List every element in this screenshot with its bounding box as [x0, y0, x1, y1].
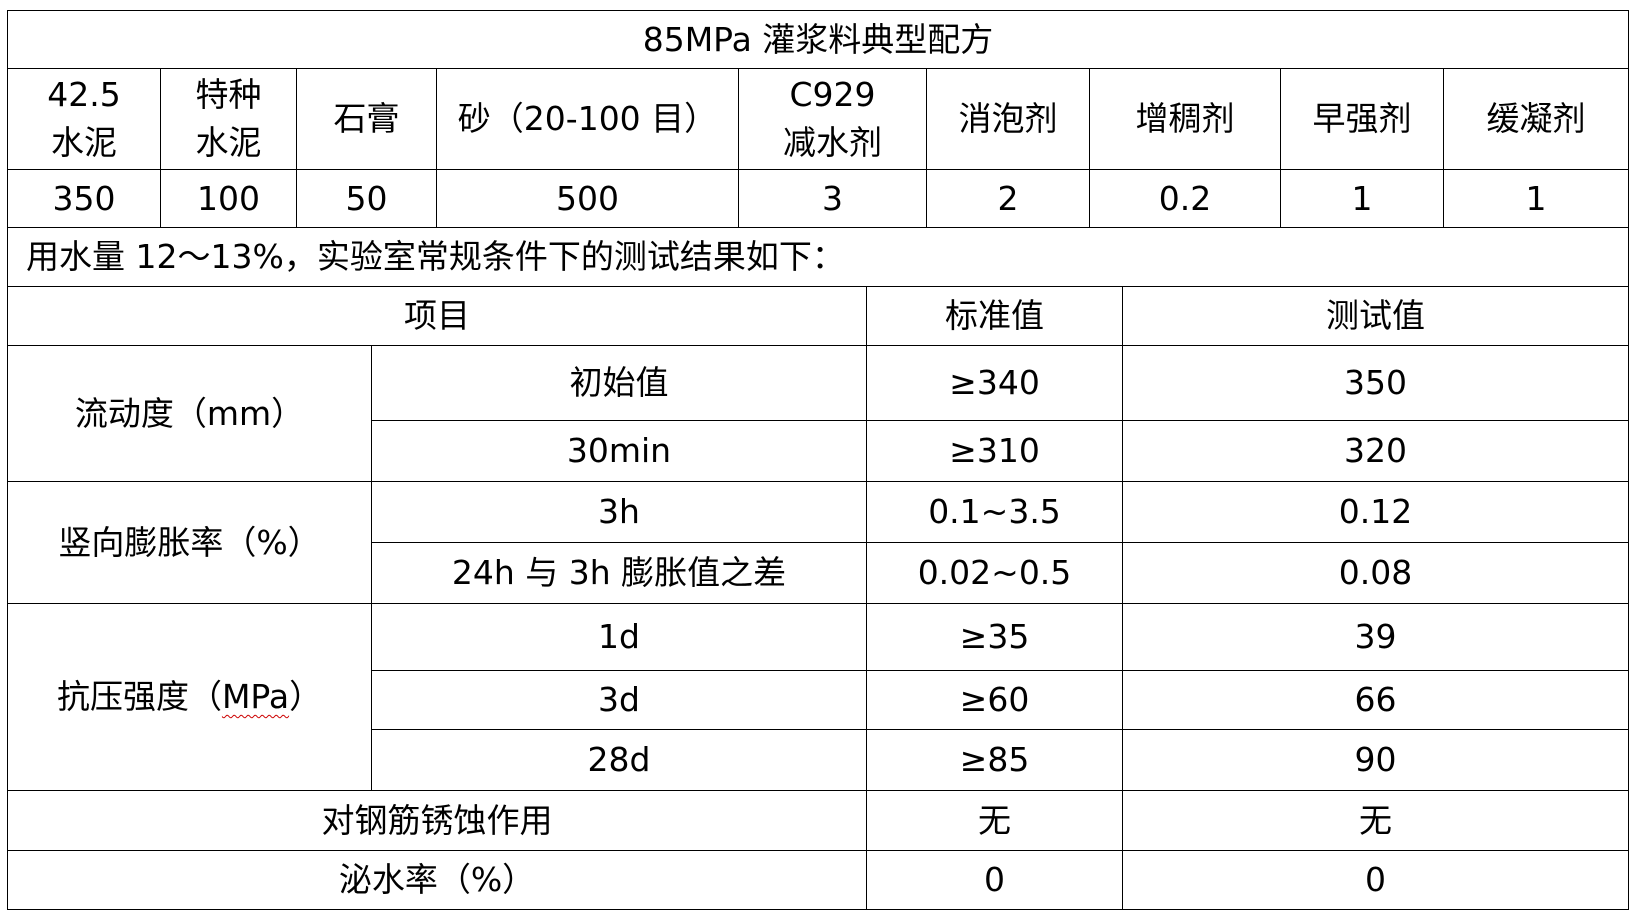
- group-label-unit: MPa: [221, 677, 290, 717]
- standard-cell: ≥340: [866, 345, 1123, 421]
- header-test: 测试值: [1122, 286, 1629, 346]
- test-cell: 66: [1122, 670, 1629, 730]
- group-label-suffix: ）: [289, 677, 323, 717]
- test-cell: 320: [1122, 420, 1629, 482]
- table-row: 竖向膨胀率（%） 3h 0.1~3.5 0.12: [7, 481, 1629, 604]
- item-cell: 初始值: [371, 345, 867, 421]
- header-standard: 标准值: [866, 286, 1123, 346]
- value-cell: 50: [296, 169, 437, 228]
- item-cell: 3d: [371, 670, 867, 730]
- group-label: 流动度（mm）: [7, 345, 372, 482]
- test-cell: 0.08: [1122, 542, 1629, 604]
- item-cell: 3h: [371, 481, 867, 543]
- test-cell: 39: [1122, 603, 1629, 671]
- group-label-prefix: 抗压强度（: [56, 677, 222, 717]
- value-cell: 500: [436, 169, 739, 228]
- header-cell: 特种 水泥: [160, 68, 297, 170]
- formula-table: 85MPa 灌浆料典型配方 42.5 水泥 特种 水泥 石膏 砂（20-100 …: [6, 10, 1630, 287]
- standard-cell: ≥310: [866, 420, 1123, 482]
- standard-cell: 0.1~3.5: [866, 481, 1123, 543]
- group-label: 抗压强度（MPa）: [7, 603, 372, 791]
- header-cell: 消泡剂: [926, 68, 1090, 170]
- header-cell: 石膏: [296, 68, 437, 170]
- test-cell: 0.12: [1122, 481, 1629, 543]
- item-cell: 30min: [371, 420, 867, 482]
- results-table: 项目 标准值 测试值 流动度（mm） 初始值 ≥340 350 30min ≥3…: [7, 286, 1629, 910]
- table-row: 抗压强度（MPa） 1d ≥35 39: [7, 603, 1629, 791]
- value-cell: 2: [926, 169, 1090, 228]
- standard-cell: ≥35: [866, 603, 1123, 671]
- header-item: 项目: [7, 286, 867, 346]
- table-row: 30min ≥310 320: [8, 420, 1629, 482]
- value-cell: 3: [738, 169, 927, 228]
- header-cell: 缓凝剂: [1442, 68, 1630, 170]
- table-row: 泌水率（%） 0 0: [7, 850, 1629, 910]
- formula-value-row: 350 100 50 500 3 2 0.2 1 1: [7, 169, 1630, 228]
- standard-cell: ≥60: [866, 670, 1123, 730]
- item-cell: 24h 与 3h 膨胀值之差: [371, 542, 867, 604]
- results-header-row: 项目 标准值 测试值: [7, 286, 1629, 346]
- test-cell: 无: [1122, 790, 1629, 851]
- test-cell: 90: [1122, 729, 1629, 791]
- standard-cell: 0.02~0.5: [866, 542, 1123, 604]
- value-cell: 1: [1280, 169, 1444, 228]
- value-cell: 0.2: [1089, 169, 1281, 228]
- header-cell: C929 减水剂: [738, 68, 927, 170]
- table-row: 28d ≥85 90: [8, 729, 1629, 791]
- value-cell: 100: [160, 169, 297, 228]
- standard-cell: 0: [866, 850, 1123, 910]
- standard-cell: ≥85: [866, 729, 1123, 791]
- item-cell: 泌水率（%）: [7, 850, 867, 910]
- item-cell: 28d: [371, 729, 867, 791]
- header-cell: 增稠剂: [1089, 68, 1281, 170]
- header-cell: 砂（20-100 目）: [436, 68, 739, 170]
- group-label: 竖向膨胀率（%）: [7, 481, 372, 604]
- test-cell: 0: [1122, 850, 1629, 910]
- value-cell: 350: [7, 169, 161, 228]
- item-cell: 对钢筋锈蚀作用: [7, 790, 867, 851]
- header-cell: 早强剂: [1280, 68, 1444, 170]
- table-title: 85MPa 灌浆料典型配方: [6, 10, 1630, 69]
- table-row: 对钢筋锈蚀作用 无 无: [7, 790, 1629, 851]
- note-text: 用水量 12～13%，实验室常规条件下的测试结果如下：: [6, 227, 1630, 287]
- value-cell: 1: [1442, 169, 1630, 228]
- formula-header-row: 42.5 水泥 特种 水泥 石膏 砂（20-100 目） C929 减水剂 消泡…: [7, 68, 1630, 170]
- standard-cell: 无: [866, 790, 1123, 851]
- item-cell: 1d: [371, 603, 867, 671]
- header-cell: 42.5 水泥: [7, 68, 161, 170]
- table-row: 流动度（mm） 初始值 ≥340 350: [7, 345, 1629, 482]
- test-cell: 350: [1122, 345, 1629, 421]
